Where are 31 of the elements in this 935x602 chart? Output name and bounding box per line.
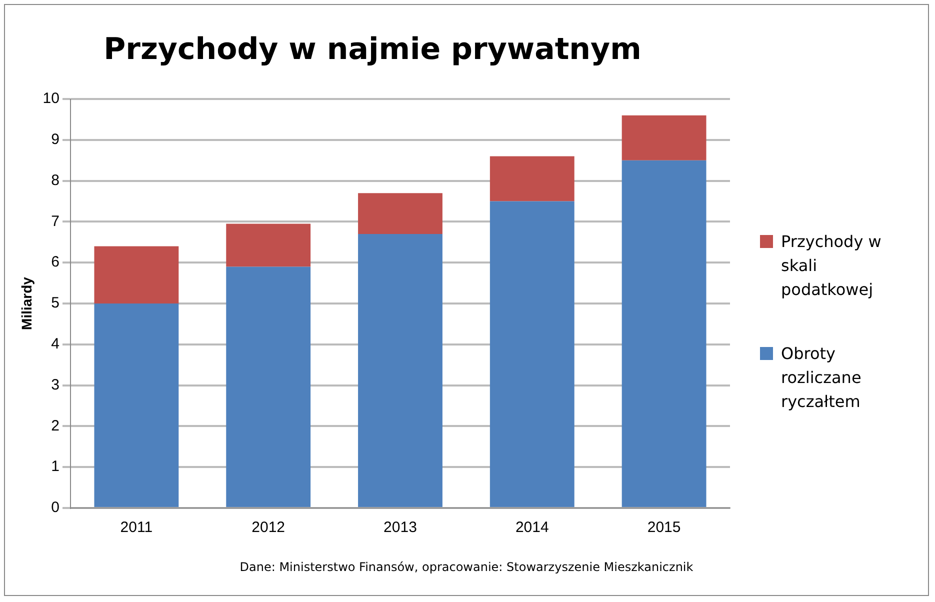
bar bbox=[358, 193, 442, 234]
y-tick-label: 5 bbox=[51, 294, 60, 312]
x-tick-label: 2014 bbox=[515, 519, 549, 536]
x-tick-label: 2012 bbox=[252, 519, 286, 536]
bar bbox=[622, 115, 706, 160]
bar bbox=[94, 246, 179, 304]
y-tick-label: 7 bbox=[51, 212, 60, 230]
y-tick-label: 9 bbox=[51, 131, 60, 148]
y-tick-label: 0 bbox=[51, 499, 60, 516]
bar bbox=[622, 160, 706, 507]
chart-title: Przychody w najmie prywatnym bbox=[104, 32, 642, 67]
y-tick-label: 1 bbox=[51, 458, 60, 476]
bar bbox=[226, 224, 311, 267]
x-tick-label: 2015 bbox=[647, 519, 681, 536]
y-tick-label: 8 bbox=[51, 172, 60, 189]
legend-label: Obroty rozliczane ryczałtem bbox=[781, 343, 862, 413]
y-axis-title: Miliardy bbox=[18, 276, 34, 330]
y-tick-label: 6 bbox=[51, 254, 60, 271]
y-tick-label: 10 bbox=[42, 90, 60, 108]
bar bbox=[490, 201, 574, 507]
bar bbox=[358, 234, 442, 507]
bar bbox=[226, 266, 311, 507]
x-tick-label: 2013 bbox=[384, 519, 417, 536]
y-tick-label: 4 bbox=[51, 336, 60, 353]
text: Dane: Ministerstwo Finansów, opracowanie: Stowarzyszenie Mieszkanicznik bbox=[238, 560, 694, 574]
legend-label: Przychody w skali podatkowej bbox=[781, 231, 882, 301]
y-tick-label: 2 bbox=[51, 417, 60, 434]
bar bbox=[94, 304, 179, 507]
x-tick-label: 2011 bbox=[120, 519, 153, 536]
y-tick-label: 3 bbox=[51, 376, 60, 394]
bar bbox=[490, 156, 574, 202]
